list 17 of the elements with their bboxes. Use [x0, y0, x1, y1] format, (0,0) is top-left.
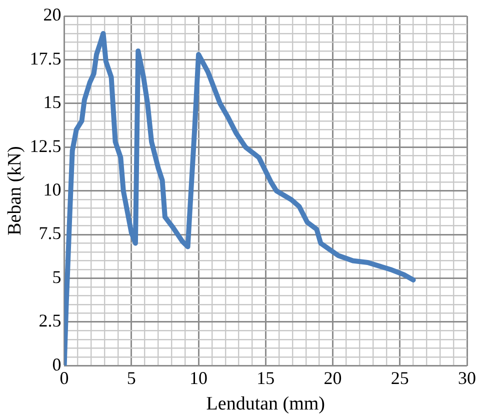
x-tick-label: 10 [190, 368, 208, 388]
y-tick-label: 10 [43, 180, 62, 200]
x-tick-label: 20 [324, 368, 342, 388]
y-tick-label: 12.5 [30, 136, 62, 156]
y-tick-label: 5 [52, 266, 62, 287]
x-tick-label: 25 [390, 368, 409, 388]
y-tick-label: 20 [43, 4, 62, 25]
x-tick-label: 30 [458, 368, 476, 388]
x-tick-label: 15 [256, 368, 275, 388]
y-axis-title: Beban (kN) [4, 146, 26, 236]
x-axis-title: Lendutan (mm) [206, 394, 326, 415]
y-tick-label: 2.5 [38, 310, 62, 331]
y-tick-label: 7.5 [38, 223, 62, 244]
y-tick-label: 15 [43, 92, 62, 112]
x-tick-label: 5 [126, 368, 136, 388]
y-tick-label: 17.5 [30, 48, 62, 68]
y-tick-label: 0 [52, 354, 62, 374]
